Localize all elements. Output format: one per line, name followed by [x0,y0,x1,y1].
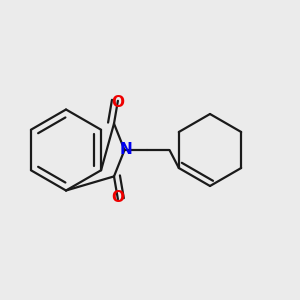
Text: O: O [111,95,124,110]
Text: N: N [120,142,132,158]
Text: O: O [111,190,124,205]
